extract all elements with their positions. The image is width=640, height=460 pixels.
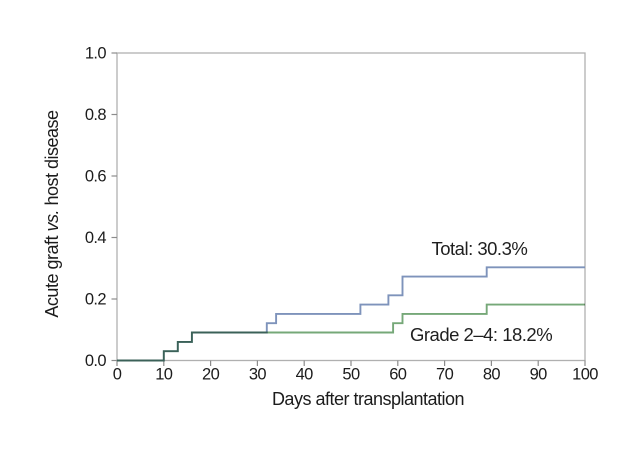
x-tick-label: 0	[113, 366, 122, 384]
annotation-grade-2-4: Grade 2–4: 18.2%	[410, 324, 552, 345]
x-axis-ticks: 0 10 20 30 40 50 60 70 80 90 100	[113, 360, 599, 384]
y-tick-label: 0.6	[85, 168, 107, 186]
y-axis-title: Acute graft vs. host disease	[42, 110, 62, 318]
y-tick-label: 0.2	[85, 291, 107, 309]
y-tick-label: 1.0	[85, 45, 107, 63]
series-line-total	[117, 266, 585, 362]
x-tick-label: 20	[202, 366, 220, 384]
x-tick-label: 80	[483, 366, 501, 384]
series-lines	[117, 266, 585, 362]
y-tick-label: 0.0	[85, 352, 107, 370]
x-tick-label: 70	[436, 366, 454, 384]
x-axis-title: Days after transplantation	[272, 389, 464, 409]
x-tick-label: 60	[389, 366, 407, 384]
annotation-total: Total: 30.3%	[432, 238, 528, 259]
x-tick-label: 90	[530, 366, 548, 384]
series-line-grade-2-4	[117, 303, 585, 362]
annotation-labels: Total: 30.3% Grade 2–4: 18.2%	[410, 238, 553, 345]
x-tick-label: 30	[249, 366, 267, 384]
y-tick-label: 0.8	[85, 106, 107, 124]
y-tick-label: 0.4	[85, 229, 107, 247]
x-tick-label: 100	[572, 366, 598, 384]
x-tick-label: 10	[155, 366, 173, 384]
x-tick-label: 40	[296, 366, 314, 384]
y-axis-ticks: 0.0 0.2 0.4 0.6 0.8 1.0	[85, 45, 117, 370]
x-tick-label: 50	[342, 366, 360, 384]
